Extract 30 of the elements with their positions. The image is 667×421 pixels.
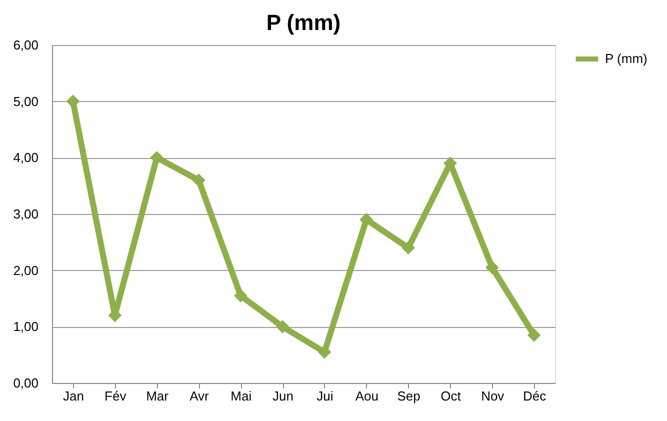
x-tick-label: Avr: [190, 388, 210, 404]
x-tick-label: Déc: [522, 388, 547, 404]
y-tick-label: 1,00: [13, 319, 38, 334]
y-tick-label: 2,00: [13, 262, 38, 278]
chart-title: P (mm): [266, 10, 341, 35]
point: [527, 328, 541, 342]
x-tick-label: Aou: [355, 388, 378, 404]
y-tick-label: 0,00: [13, 376, 38, 390]
x-tick-label: Oct: [440, 388, 462, 404]
point: [150, 150, 164, 164]
point: [318, 345, 332, 359]
legend-label: P (mm): [605, 51, 648, 66]
y-tick-label: 6,00: [13, 38, 38, 52]
point: [485, 260, 499, 274]
point: [402, 241, 415, 255]
point: [276, 320, 290, 334]
point: [192, 173, 206, 187]
y-tick-label: 5,00: [13, 94, 38, 109]
x-tick-label: Mai: [230, 388, 252, 404]
x-tick-label: Nov: [481, 388, 505, 404]
x-tick-label: Jui: [316, 388, 334, 404]
y-tick-label: 4,00: [13, 150, 38, 166]
x-tick-label: Sep: [397, 388, 420, 404]
y-tick-label: 3,00: [13, 206, 38, 222]
point: [360, 212, 374, 226]
x-tick-label: Jun: [272, 388, 294, 404]
x-tick-label: Jan: [62, 388, 84, 404]
x-tick-label: Fév: [104, 388, 127, 404]
point: [234, 288, 248, 302]
x-tick-label: Mar: [146, 388, 170, 404]
